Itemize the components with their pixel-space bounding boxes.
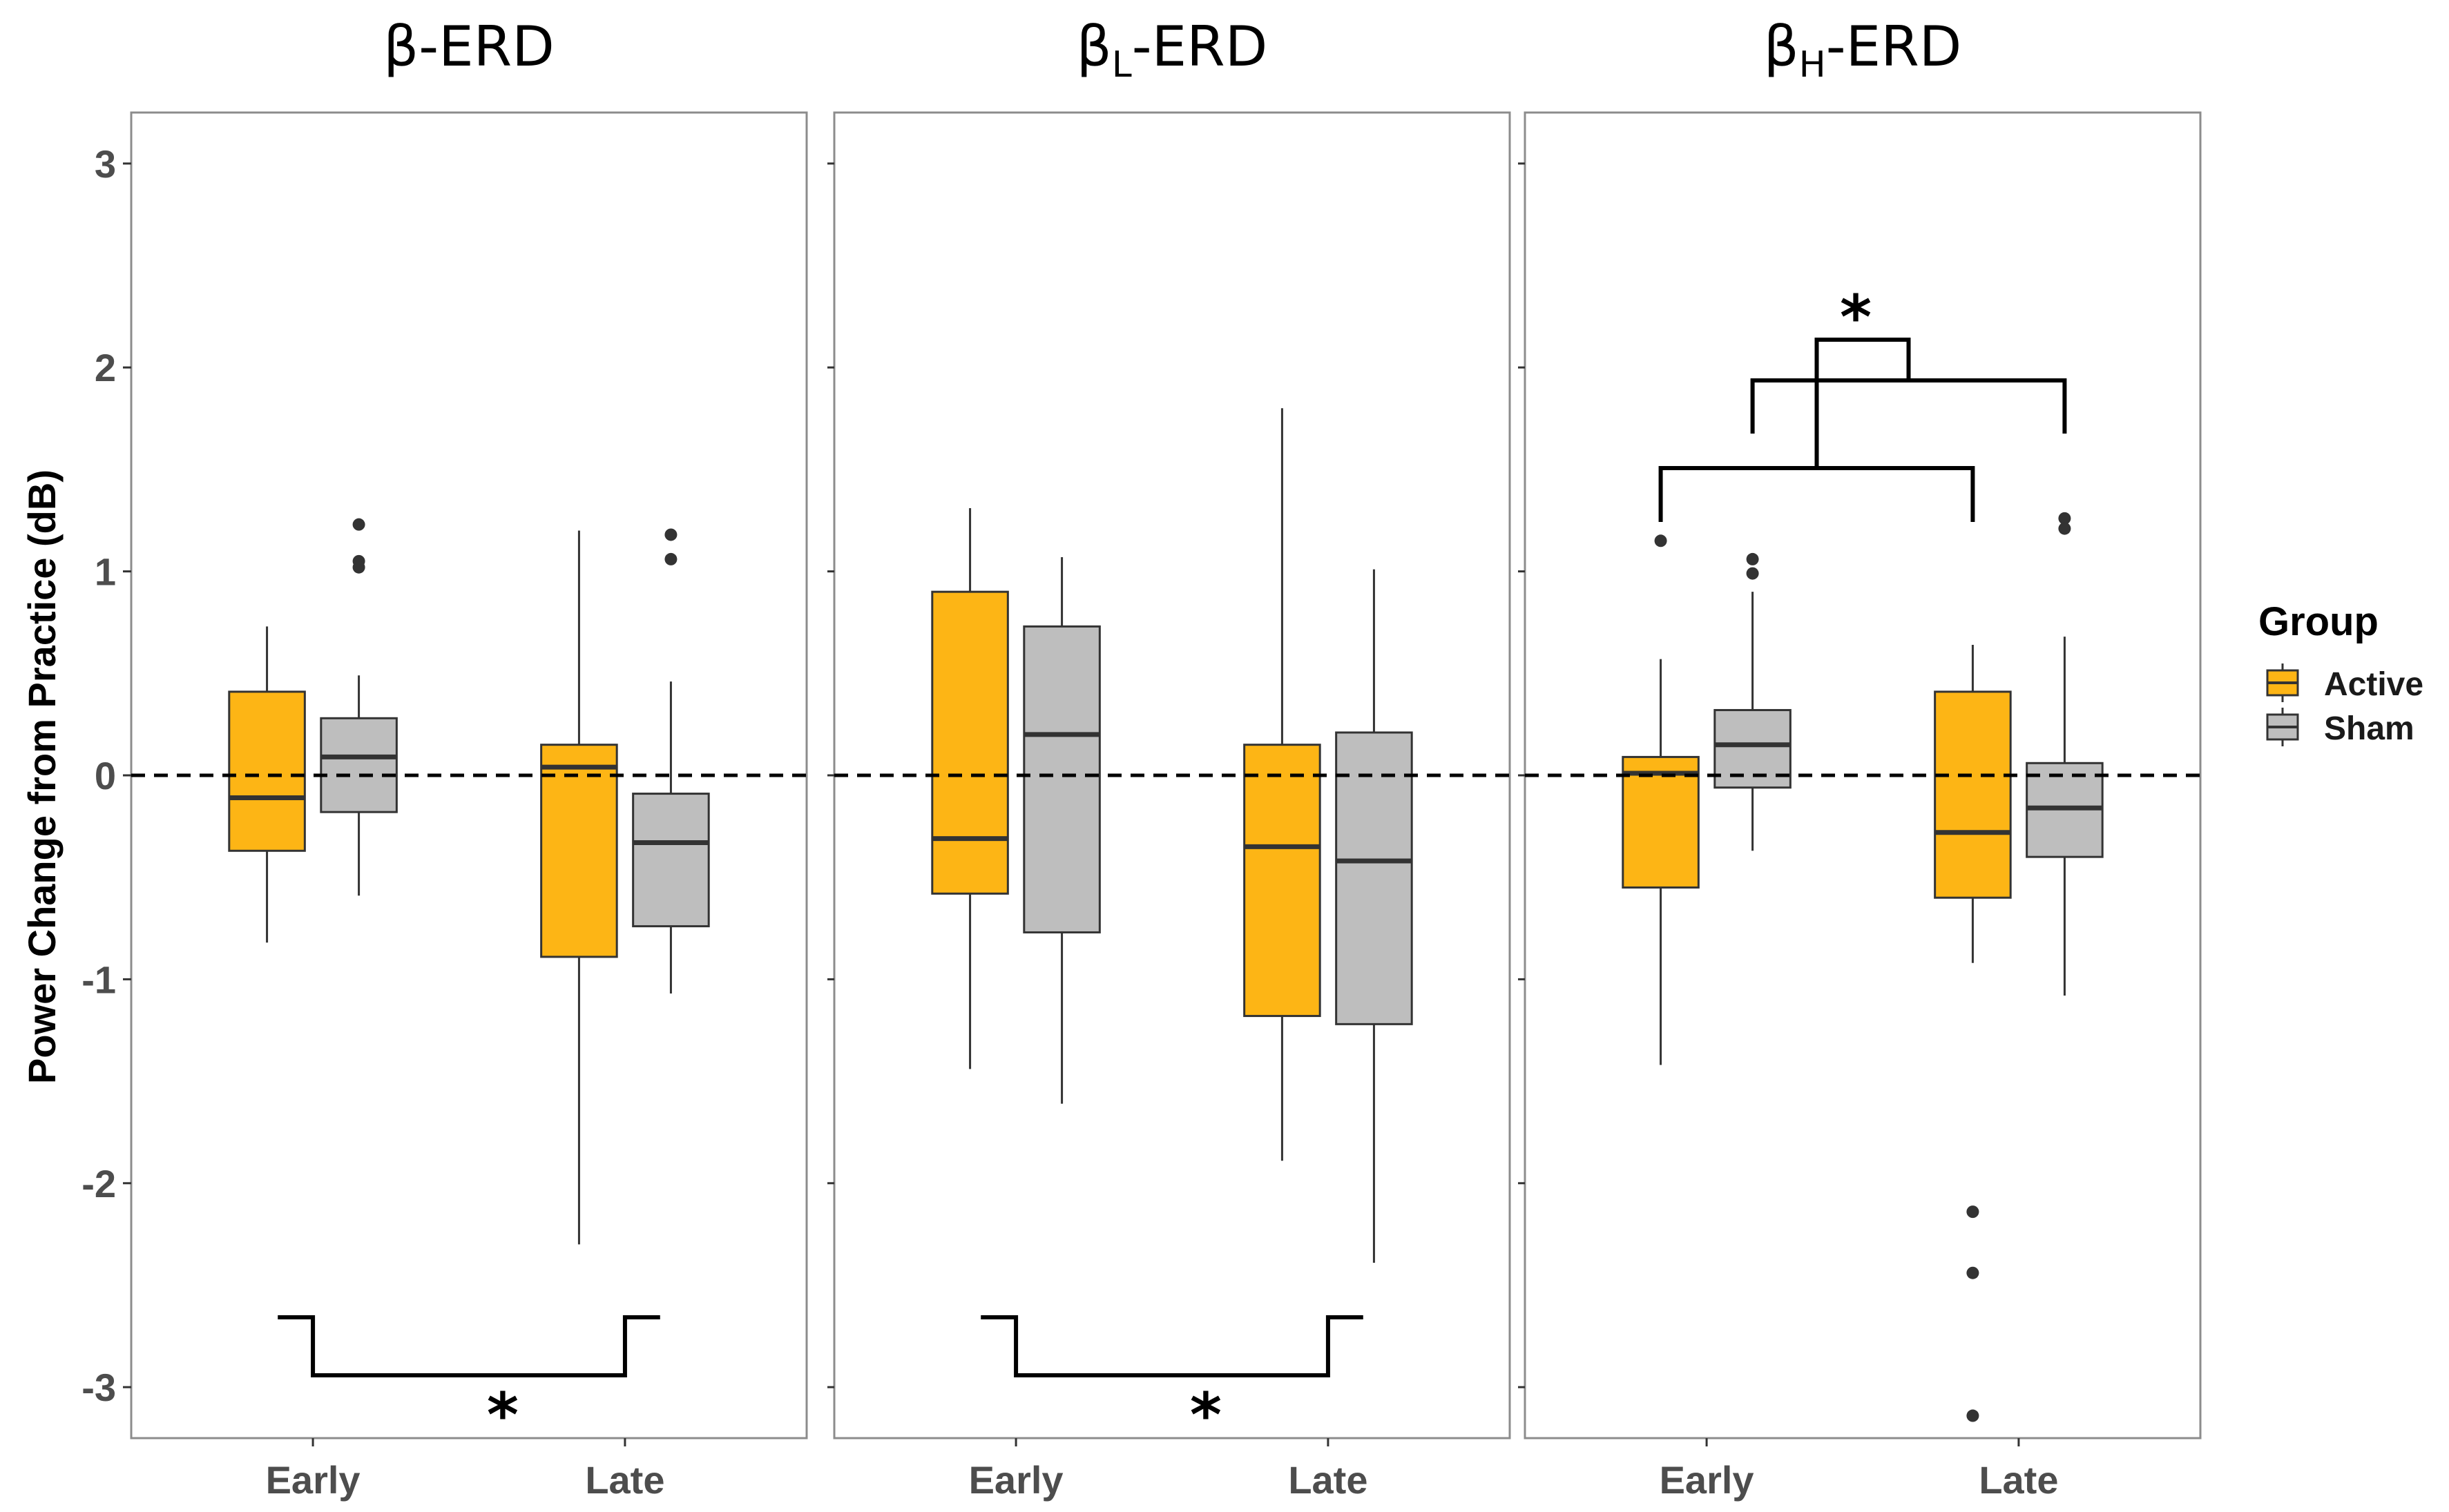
significance-star: *	[487, 1379, 519, 1451]
box-early-sham	[1713, 552, 1792, 851]
box-body	[320, 717, 398, 813]
box-body	[1243, 744, 1321, 1018]
outlier-point	[1966, 1266, 1979, 1279]
legend-label: Active	[2324, 666, 2423, 703]
box-late-sham	[1335, 569, 1413, 1263]
panel: β-ERD Early Late *	[130, 14, 808, 1502]
significance-bracket: *	[1658, 282, 2067, 522]
box-body	[931, 590, 1009, 895]
significance-star: *	[1840, 282, 1872, 353]
bracket-line	[1814, 338, 1911, 468]
box-body	[1335, 731, 1413, 1025]
box-early-active	[1622, 534, 1700, 1065]
x-tick-label: Late	[585, 1458, 664, 1502]
x-tick-label: Late	[1979, 1458, 2058, 1502]
significance-bracket: *	[278, 1315, 660, 1451]
box-late-active	[1243, 408, 1321, 1161]
panel-title-main: β	[383, 14, 419, 79]
x-tick-label: Late	[1288, 1458, 1367, 1502]
panel-title-subscript: H	[1799, 44, 1826, 86]
outlier-point	[1746, 567, 1759, 580]
box-body	[1023, 625, 1101, 933]
panel-title-suffix: -ERD	[1826, 14, 1962, 79]
y-tick-label: 3	[95, 142, 116, 186]
outlier-point	[664, 528, 678, 541]
box-body	[228, 690, 306, 852]
box-body	[540, 744, 618, 958]
significance-bracket: *	[981, 1315, 1363, 1451]
x-tick-label: Early	[969, 1458, 1064, 1502]
box-early-active	[228, 626, 306, 943]
y-tick-label: -1	[81, 958, 116, 1001]
y-axis-title: Power Change from Practice (dB)	[20, 469, 64, 1084]
box-body	[1622, 755, 1700, 889]
bracket-line	[278, 1315, 660, 1377]
panel-title-main: β	[1077, 14, 1112, 79]
panel-title-suffix: -ERD	[1132, 14, 1268, 79]
panel: βH-ERD Early Late *	[1518, 14, 2202, 1502]
panel-title: β-ERD	[383, 14, 555, 79]
box-late-sham	[2026, 512, 2104, 996]
box-early-sham	[1023, 556, 1101, 1104]
legend-item-active: Active	[2266, 663, 2423, 703]
panel-title-suffix: -ERD	[419, 14, 555, 79]
panel-title: βL-ERD	[1077, 14, 1268, 86]
outlier-point	[352, 561, 365, 574]
box-late-sham	[632, 528, 710, 994]
panel-title-main: β	[1764, 14, 1799, 79]
outlier-point	[352, 518, 365, 531]
box-late-active	[540, 530, 618, 1245]
box-body	[1934, 690, 2012, 899]
y-axis: 3 2 1 0 -1 -2 -3	[81, 142, 131, 1409]
box-body	[632, 793, 710, 928]
y-tick-label: 1	[95, 550, 116, 594]
bracket-line	[981, 1315, 1363, 1377]
panel-title-subscript: L	[1112, 44, 1132, 86]
outlier-point	[664, 552, 678, 565]
box-early-active	[931, 508, 1009, 1069]
outlier-point	[1746, 552, 1759, 565]
y-tick-label: 0	[95, 754, 116, 797]
significance-star: *	[1190, 1379, 1222, 1451]
legend-label: Sham	[2324, 710, 2414, 747]
panel-title: βH-ERD	[1764, 14, 1962, 86]
legend: Group Active Sham	[2258, 599, 2423, 747]
outlier-point	[1966, 1409, 1979, 1422]
legend-title: Group	[2258, 599, 2379, 644]
outlier-point	[1654, 534, 1667, 547]
y-tick-label: -2	[81, 1162, 116, 1205]
legend-item-sham: Sham	[2266, 708, 2414, 747]
x-tick-label: Early	[266, 1458, 361, 1502]
y-tick-label: 2	[95, 346, 116, 389]
y-tick-label: -3	[81, 1366, 116, 1409]
panel: βL-ERD Early Late *	[827, 14, 1511, 1502]
outlier-point	[2058, 512, 2071, 525]
x-tick-label: Early	[1660, 1458, 1754, 1502]
outlier-point	[1966, 1205, 1979, 1219]
outlier-point	[2058, 522, 2071, 535]
box-late-active	[1934, 644, 2012, 1422]
box-early-sham	[320, 518, 398, 896]
